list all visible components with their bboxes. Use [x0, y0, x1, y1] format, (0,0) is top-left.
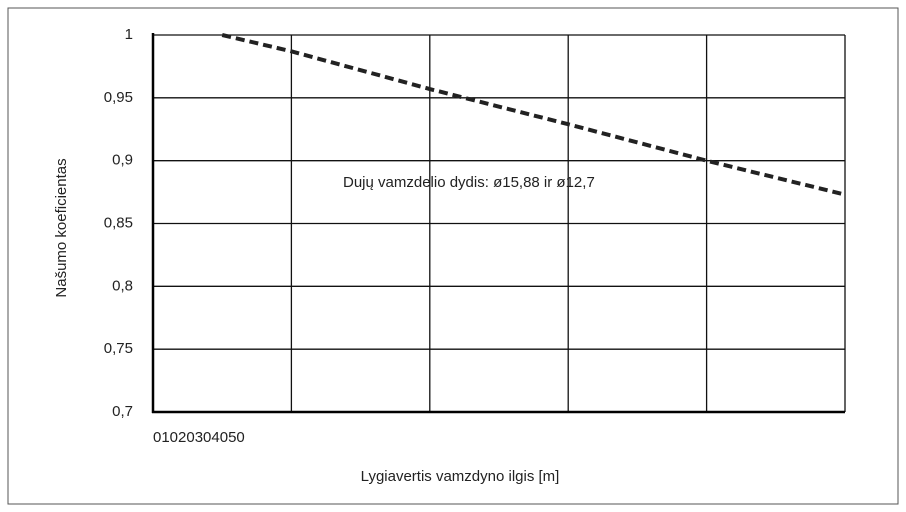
x-tick-label: 0 — [153, 429, 161, 446]
y-tick-label: 0,8 — [112, 277, 133, 294]
frame — [7, 7, 899, 505]
y-tick-label: 0,85 — [104, 214, 133, 231]
y-axis-label: Našumo koeficientas — [53, 158, 70, 297]
x-tick-label: 30 — [195, 429, 212, 446]
x-tick-label: 50 — [228, 429, 245, 446]
x-tick-label: 10 — [161, 429, 178, 446]
y-tick-label: 0,95 — [104, 89, 133, 106]
y-tick-label: 0,9 — [112, 152, 133, 169]
y-tick-label: 0,7 — [112, 403, 133, 420]
x-tick-label: 40 — [211, 429, 228, 446]
x-tick-label: 20 — [178, 429, 195, 446]
data-line — [221, 33, 846, 197]
x-axis-label: Lygiavertis vamzdyno ilgis [m] — [361, 468, 560, 485]
y-tick-label: 1 — [125, 26, 133, 43]
y-tick-label: 0,75 — [104, 340, 133, 357]
annotation: Dujų vamzdelio dydis: ø15,88 ir ø12,7 — [343, 174, 595, 191]
